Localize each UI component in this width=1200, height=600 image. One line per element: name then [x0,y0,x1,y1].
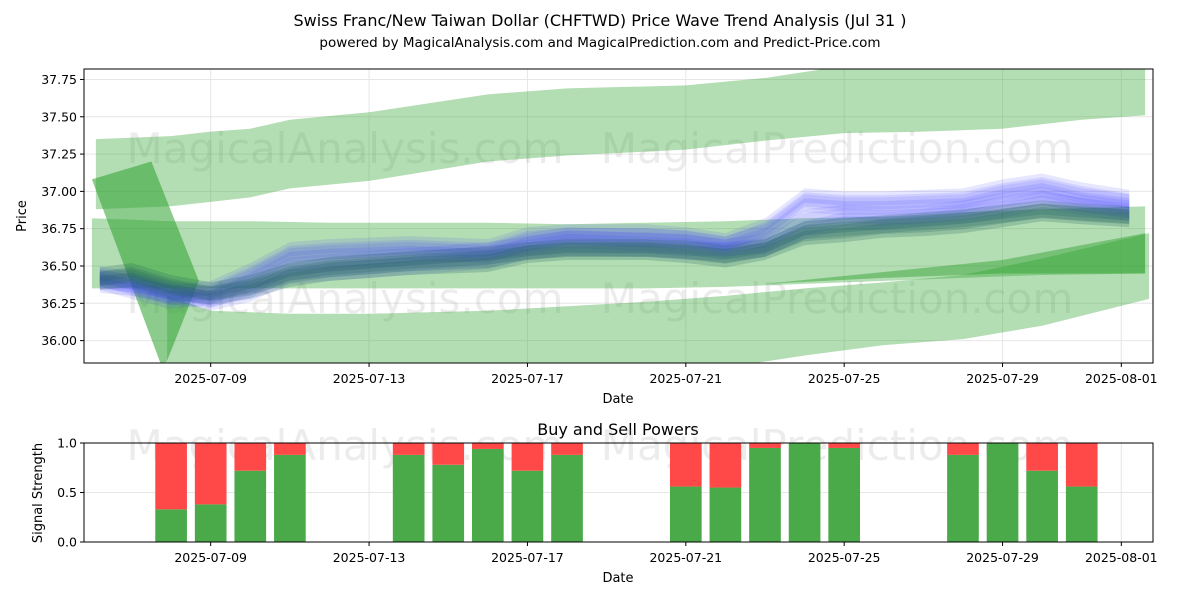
chart-subtitle: powered by MagicalAnalysis.com and Magic… [319,35,880,51]
sell-bar [155,443,187,510]
price-y-tick-label: 36.25 [41,296,77,311]
price-watermarks: MagicalAnalysis.com MagicalPrediction.co… [127,124,1074,323]
price-x-tick-label: 2025-07-25 [808,371,881,386]
price-x-tick-label: 2025-07-09 [174,371,247,386]
blue-wave-2-core [99,183,1130,306]
powers-y-tick-label: 0.5 [57,485,77,500]
price-y-tick-label: 37.75 [41,72,77,87]
price-y-ticks: 36.00 36.25 36.50 36.75 37.00 37.25 37.50 37.75 [41,72,84,348]
lower-green-band [167,233,1150,363]
powers-y-ticks: 0.0 0.5 1.0 [57,436,84,550]
buy-bar [749,447,781,542]
powers-x-tick-label: 2025-07-17 [491,550,564,565]
sell-bar [828,443,861,448]
buy-bar [511,470,544,542]
sell-bar [511,443,544,471]
buy-bar [472,448,504,542]
price-x-tick-label: 2025-07-13 [333,371,406,386]
price-axes-frame [83,68,1154,364]
powers-y-tick-label: 1.0 [57,436,77,451]
buy-bar [392,454,425,542]
teal-wave-1-halo [99,200,1130,301]
buy-bar [709,487,742,542]
watermark-prediction-2: MagicalPrediction.com [601,274,1074,323]
watermark-prediction-1: MagicalPrediction.com [601,124,1074,173]
buy-bar [1026,470,1058,542]
buy-bar [432,464,465,542]
blue-wave-1-core [99,190,1130,305]
sell-bar [194,443,227,505]
powers-y-tick-label: 0.0 [57,535,77,550]
sell-bar [709,443,742,488]
price-y-tick-label: 36.00 [41,333,77,348]
price-x-label: Date [602,392,633,407]
powers-watermarks: MagicalAnalysis.com MagicalPrediction.co… [127,421,1074,470]
sell-bar [432,443,465,465]
powers-x-tick-label: 2025-07-09 [174,550,247,565]
powers-x-tick-label: 2025-07-21 [649,550,722,565]
buy-bar [828,447,861,542]
price-y-label: Price [15,200,30,232]
watermark-analysis-2: MagicalAnalysis.com [127,274,564,323]
teal-wave-2-halo [99,203,1130,305]
sell-bar [1026,443,1058,471]
upper-green-band [95,69,1146,210]
sell-bar [551,443,583,455]
teal-wave-1-core [99,204,1130,297]
green-wedge-left [91,161,199,363]
price-x-ticks: 2025-07-09 2025-07-13 2025-07-17 2025-07-21… [174,363,1158,386]
price-y-tick-label: 36.75 [41,221,77,236]
buy-bar [986,443,1019,542]
blue-wave-4-core [99,177,1130,300]
buy-bar [551,454,583,542]
darker-green-band-right [764,233,1146,284]
sell-bar [749,443,781,448]
powers-x-tick-label: 2025-08-01 [1085,550,1158,565]
buy-bar [194,504,227,542]
price-x-tick-label: 2025-07-29 [966,371,1039,386]
sell-bar [669,443,702,487]
blue-wave-3-core [99,195,1130,308]
buy-bar [947,454,979,542]
price-grid [84,69,1153,363]
sell-bar [947,443,979,455]
blue-wave-3-halo [99,191,1130,311]
powers-title: Buy and Sell Powers [537,420,699,439]
sell-bar [472,443,504,449]
blue-wave-1-halo [99,186,1130,308]
price-y-tick-label: 37.00 [41,184,77,199]
buy-bar [1065,486,1098,542]
price-x-tick-label: 2025-08-01 [1085,371,1158,386]
powers-x-tick-label: 2025-07-13 [333,550,406,565]
sell-bar [274,443,306,455]
price-y-tick-label: 36.50 [41,258,77,273]
sell-bar [392,443,425,455]
powers-x-tick-label: 2025-07-29 [966,550,1039,565]
powers-y-label: Signal Strength [31,443,46,543]
blue-wave-4-halo [99,173,1130,304]
teal-wave-2-core [99,207,1130,302]
buy-bar [234,470,267,542]
powers-plot-area [155,443,1098,542]
price-x-tick-label: 2025-07-21 [649,371,722,386]
price-plot-area [91,69,1150,363]
blue-wave-2-halo [99,179,1130,310]
powers-x-tick-label: 2025-07-25 [808,550,881,565]
price-x-tick-label: 2025-07-17 [491,371,564,386]
powers-x-ticks: 2025-07-09 2025-07-13 2025-07-17 2025-07-21… [174,542,1158,565]
price-y-tick-label: 37.25 [41,147,77,162]
buy-bar [155,509,187,542]
middle-green-band [91,206,1146,289]
buy-bar [788,443,821,542]
powers-x-label: Date [602,571,633,586]
watermark-analysis-1: MagicalAnalysis.com [127,124,564,173]
sell-bar [234,443,267,471]
sell-bar [1065,443,1098,487]
buy-bar [274,454,306,542]
price-y-tick-label: 37.50 [41,109,77,124]
chart-title: Swiss Franc/New Taiwan Dollar (CHFTWD) P… [293,11,906,30]
buy-bar [669,486,702,542]
